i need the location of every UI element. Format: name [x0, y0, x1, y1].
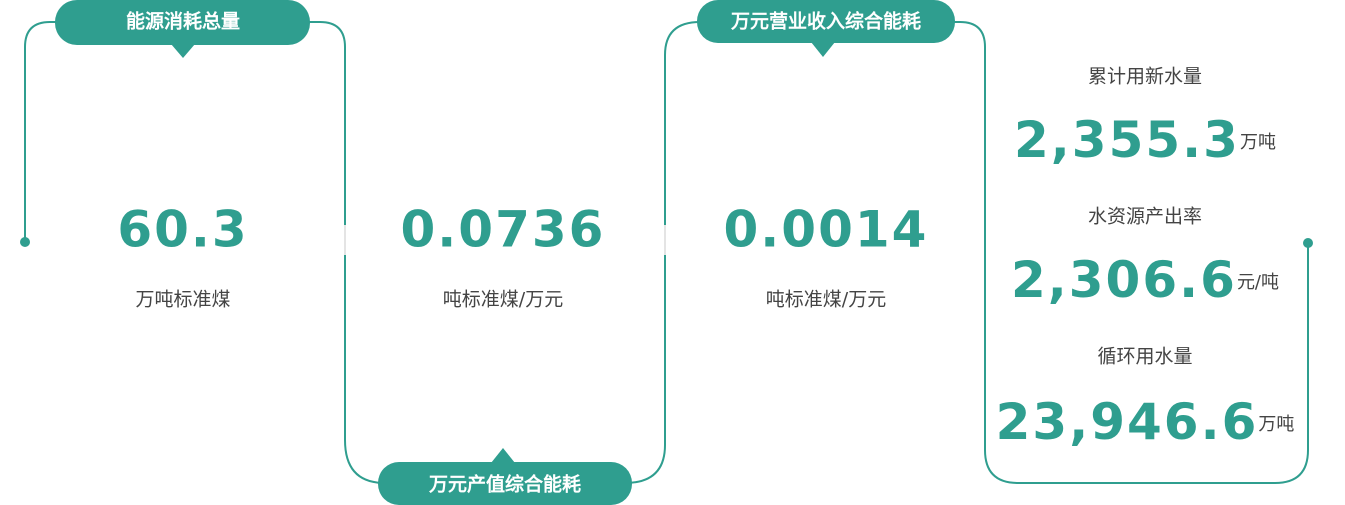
water-figure: 2,355.3万吨 — [1014, 111, 1276, 169]
water-value: 23,946.6 — [996, 393, 1259, 451]
tab — [378, 462, 632, 505]
panel-value: 0.0014 — [724, 201, 929, 259]
water-figure: 2,306.6元/吨 — [1011, 251, 1279, 309]
panel-unit: 吨标准煤/万元 — [766, 289, 886, 311]
tab-pointer — [171, 44, 195, 58]
connector — [950, 21, 1309, 484]
water-name: 循环用水量 — [1097, 346, 1192, 368]
end-dot — [20, 237, 30, 247]
water-name: 累计用新水量 — [1088, 66, 1202, 88]
water-value: 2,355.3 — [1014, 111, 1240, 169]
panel-title: 万元营业收入综合能耗 — [730, 10, 921, 33]
connector — [624, 21, 701, 484]
tab-pointer — [491, 448, 515, 463]
panel-value: 0.0736 — [401, 201, 606, 259]
panel-unit: 吨标准煤/万元 — [443, 289, 563, 311]
tab-pointer — [811, 42, 835, 57]
tab — [55, 0, 310, 45]
water-figure: 23,946.6万吨 — [996, 393, 1295, 451]
tab — [697, 0, 955, 43]
panel-unit: 万吨标准煤 — [135, 289, 230, 311]
panel-value: 60.3 — [117, 201, 248, 259]
water-name: 水资源产出率 — [1088, 206, 1202, 228]
panel-title: 能源消耗总量 — [126, 10, 240, 33]
water-unit: 元/吨 — [1237, 272, 1279, 293]
water-unit: 万吨 — [1240, 132, 1276, 153]
end-dot — [1303, 238, 1313, 248]
water-value: 2,306.6 — [1011, 251, 1237, 309]
panel-title: 万元产值综合能耗 — [428, 473, 581, 496]
connector — [24, 21, 60, 242]
water-unit: 万吨 — [1258, 414, 1294, 435]
